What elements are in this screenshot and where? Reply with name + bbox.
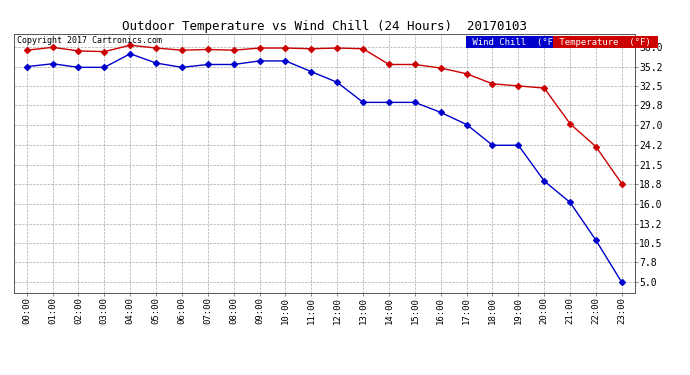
Text: Wind Chill  (°F): Wind Chill (°F) xyxy=(467,38,564,46)
Text: Temperature  (°F): Temperature (°F) xyxy=(554,38,656,46)
Title: Outdoor Temperature vs Wind Chill (24 Hours)  20170103: Outdoor Temperature vs Wind Chill (24 Ho… xyxy=(122,20,526,33)
Text: Copyright 2017 Cartronics.com: Copyright 2017 Cartronics.com xyxy=(17,36,162,45)
